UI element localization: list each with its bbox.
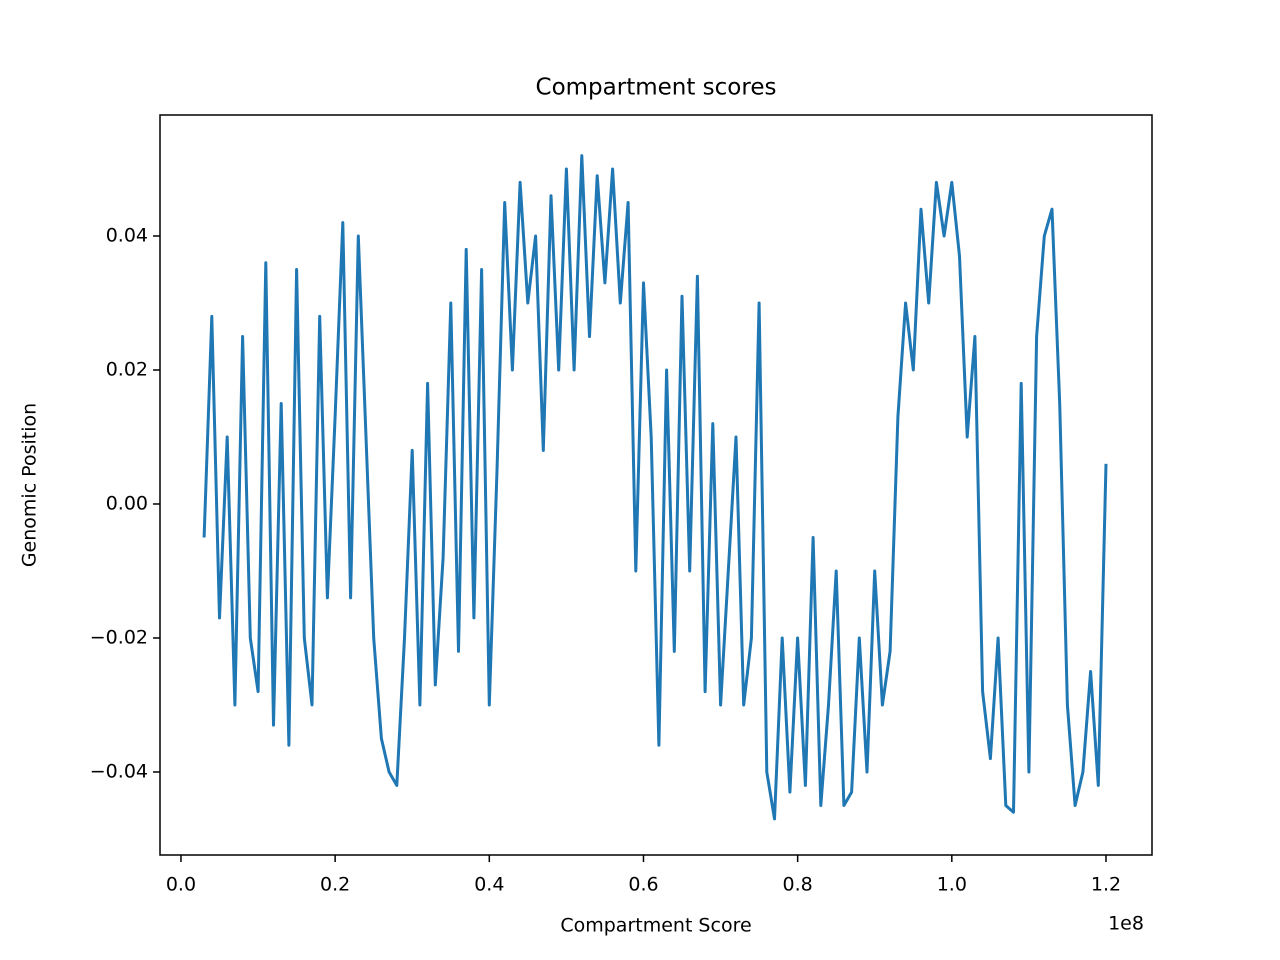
- y-tick-label: 0.02: [106, 358, 148, 380]
- x-tick-label: 0.6: [628, 874, 658, 896]
- y-axis-label: Genomic Position: [19, 403, 41, 567]
- x-tick-label: 0.0: [166, 874, 196, 896]
- x-tick-label: 0.4: [474, 874, 504, 896]
- y-tick-label: −0.02: [90, 626, 148, 648]
- x-tick-label: 1.2: [1091, 874, 1121, 896]
- y-tick-label: 0.04: [106, 224, 148, 246]
- x-axis-label: Compartment Score: [560, 915, 751, 937]
- x-tick-label: 0.2: [320, 874, 350, 896]
- chart-title: Compartment scores: [536, 75, 777, 101]
- y-tick-label: −0.04: [90, 760, 148, 782]
- x-tick-label: 1.0: [937, 874, 967, 896]
- x-tick-label: 0.8: [783, 874, 813, 896]
- x-offset-label: 1e8: [1108, 913, 1144, 935]
- data-line: [202, 154, 1108, 821]
- plot-frame: [159, 114, 1153, 856]
- y-tick-label: 0.00: [106, 492, 148, 514]
